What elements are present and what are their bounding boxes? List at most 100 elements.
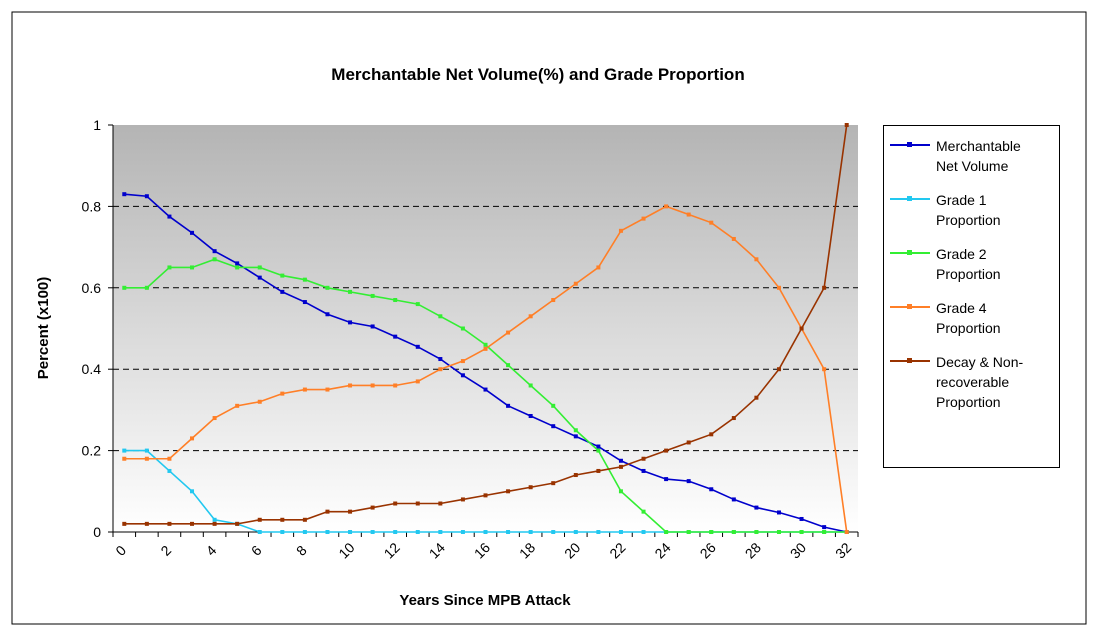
data-point	[686, 212, 691, 217]
data-point	[122, 521, 127, 526]
plot-area	[113, 125, 858, 532]
data-point	[122, 456, 127, 461]
data-point	[302, 300, 307, 305]
data-point	[528, 485, 533, 490]
legend-label: Grade 2 Proportion	[936, 246, 1001, 282]
data-point	[618, 489, 623, 494]
data-point	[280, 273, 285, 278]
data-point	[144, 285, 149, 290]
data-point	[438, 501, 443, 506]
data-point	[573, 434, 578, 439]
data-point	[709, 432, 714, 437]
data-point	[551, 424, 556, 429]
data-point	[483, 346, 488, 351]
data-point	[618, 458, 623, 463]
data-point	[686, 440, 691, 445]
data-point	[122, 285, 127, 290]
data-point	[506, 489, 511, 494]
chart-title: Merchantable Net Volume(%) and Grade Pro…	[331, 65, 744, 84]
data-point	[506, 530, 511, 534]
data-point	[551, 298, 556, 303]
y-tick-label: 0.2	[82, 443, 102, 459]
legend: Merchantable Net Volume Grade 1 Proportio…	[883, 125, 1060, 468]
data-point	[776, 285, 781, 290]
data-point	[370, 293, 375, 298]
data-point	[144, 456, 149, 461]
data-point	[822, 367, 827, 372]
legend-item: Merchantable Net Volume	[890, 136, 1053, 176]
data-point	[415, 530, 420, 534]
data-point	[325, 285, 330, 290]
data-point	[257, 399, 262, 404]
data-point	[731, 416, 736, 421]
data-point	[664, 477, 669, 482]
data-point	[596, 444, 601, 449]
data-point	[167, 521, 172, 526]
data-point	[641, 216, 646, 221]
data-point	[257, 530, 262, 534]
data-point	[144, 521, 149, 526]
data-point	[122, 448, 127, 453]
data-point	[348, 320, 353, 325]
data-point	[483, 342, 488, 347]
data-point	[370, 383, 375, 388]
data-point	[822, 525, 827, 530]
legend-swatch	[890, 190, 930, 208]
data-point	[438, 357, 443, 362]
data-point	[415, 344, 420, 349]
data-point	[664, 204, 669, 209]
data-point	[212, 517, 217, 522]
data-point	[144, 194, 149, 199]
data-point	[190, 521, 195, 526]
data-point	[596, 530, 601, 534]
data-point	[302, 530, 307, 534]
data-point	[325, 530, 330, 534]
data-point	[506, 363, 511, 368]
data-point	[573, 530, 578, 534]
data-point	[235, 403, 240, 408]
data-point	[190, 436, 195, 441]
data-point	[348, 289, 353, 294]
data-point	[280, 517, 285, 522]
data-point	[370, 530, 375, 534]
data-point	[799, 326, 804, 331]
data-point	[483, 493, 488, 498]
legend-item: Grade 4 Proportion	[890, 298, 1053, 338]
data-point	[212, 521, 217, 526]
legend-swatch	[890, 136, 930, 154]
data-point	[257, 265, 262, 270]
legend-swatch	[890, 352, 930, 370]
data-point	[393, 298, 398, 303]
data-point	[370, 505, 375, 510]
data-point	[348, 509, 353, 514]
data-point	[528, 383, 533, 388]
data-point	[438, 367, 443, 372]
legend-item: Decay & Non-recoverable Proportion	[890, 352, 1053, 412]
data-point	[235, 521, 240, 526]
data-point	[302, 517, 307, 522]
data-point	[483, 530, 488, 534]
data-point	[731, 497, 736, 502]
data-point	[754, 395, 759, 400]
data-point	[438, 530, 443, 534]
legend-swatch	[890, 244, 930, 262]
data-point	[776, 530, 781, 534]
data-point	[641, 456, 646, 461]
data-point	[212, 249, 217, 254]
data-point	[754, 530, 759, 534]
data-point	[822, 285, 827, 290]
data-point	[257, 275, 262, 280]
data-point	[596, 265, 601, 270]
legend-label: Decay & Non-recoverable Proportion	[936, 354, 1024, 410]
data-point	[438, 314, 443, 319]
data-point	[415, 501, 420, 506]
data-point	[776, 367, 781, 372]
data-point	[167, 468, 172, 473]
data-point	[709, 530, 714, 534]
data-point	[393, 501, 398, 506]
data-point	[776, 510, 781, 515]
data-point	[573, 428, 578, 433]
data-point	[844, 530, 849, 534]
data-point	[822, 530, 827, 534]
data-point	[573, 281, 578, 286]
